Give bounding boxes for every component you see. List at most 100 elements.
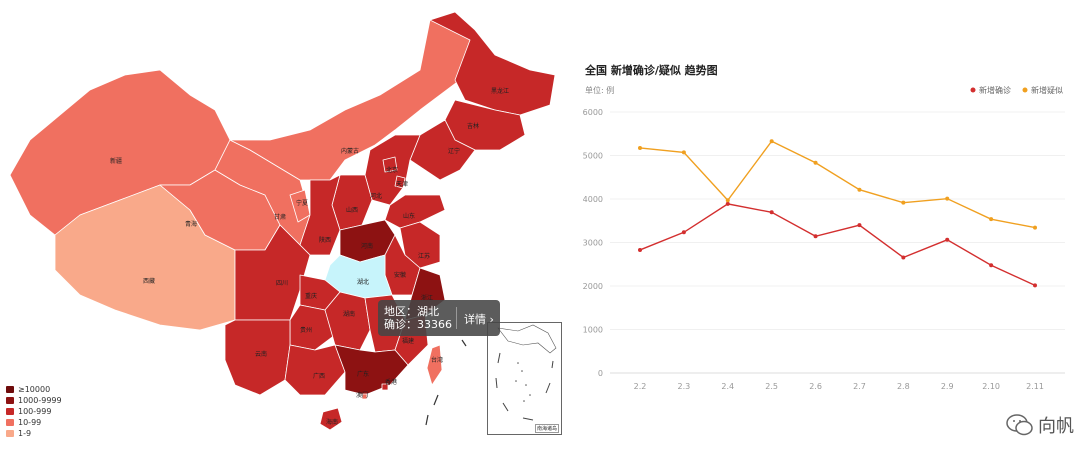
legend-item[interactable]: ≥10000 (6, 384, 62, 395)
series-point[interactable] (638, 145, 642, 150)
series-point[interactable] (725, 198, 730, 203)
y-tick-label: 3000 (583, 239, 603, 248)
label-guangdong: 广东 (357, 370, 369, 378)
series-point[interactable] (945, 237, 950, 242)
province-labels: 新疆 西藏 青海 甘肃 宁夏 内蒙古 黑龙江 吉林 辽宁 北京 天津 河北 山西… (110, 87, 509, 426)
series-point[interactable] (813, 160, 818, 165)
province-hainan[interactable] (319, 407, 343, 431)
watermark: 向帆 (1006, 412, 1074, 438)
y-tick-label: 6000 (583, 108, 603, 117)
label-qinghai: 青海 (185, 220, 197, 228)
label-taiwan: 台湾 (431, 356, 443, 364)
label-shanxi: 山西 (346, 206, 358, 214)
label-fujian: 福建 (402, 337, 414, 345)
tooltip-detail-link[interactable]: 详情 › (464, 313, 494, 326)
legend-item[interactable]: 1000-9999 (6, 395, 62, 406)
legend-item[interactable]: 100-999 (6, 406, 62, 417)
legend-swatch (6, 397, 14, 404)
series-line-1 (639, 203, 1036, 286)
series-point[interactable] (901, 200, 906, 205)
province-beijing[interactable] (382, 156, 398, 173)
label-guizhou: 贵州 (300, 326, 312, 334)
x-tick-label: 2.9 (941, 382, 954, 391)
series-point[interactable] (857, 187, 862, 192)
legend-swatch (6, 386, 14, 393)
series-point[interactable] (725, 201, 730, 206)
series-line-2 (639, 140, 1036, 229)
label-hebei: 河北 (370, 192, 382, 200)
legend-label: 100-999 (18, 407, 52, 416)
series-point[interactable] (1033, 283, 1037, 288)
x-tick-label: 2.10 (982, 382, 1000, 391)
inset-label: 南海诸岛 (534, 424, 559, 433)
y-tick-label: 4000 (583, 195, 603, 204)
label-jilin: 吉林 (467, 122, 479, 130)
label-heilongjiang: 黑龙江 (491, 87, 509, 95)
legend-item[interactable]: 1-9 (6, 428, 62, 439)
inset-map (495, 324, 557, 421)
series-point[interactable] (857, 223, 862, 228)
china-map: 新疆 西藏 青海 甘肃 宁夏 内蒙古 黑龙江 吉林 辽宁 北京 天津 河北 山西… (9, 11, 556, 431)
chart-legend-marker (970, 87, 976, 93)
series-point[interactable] (681, 230, 686, 235)
label-tianjin: 天津 (396, 181, 408, 188)
tooltip-region: 地区：湖北 (384, 305, 439, 318)
province-heilongjiang[interactable] (429, 11, 556, 116)
map-legend: ≥10000 1000-9999 100-999 10-99 1-9 (6, 384, 62, 439)
label-zhejiang: 浙江 (421, 294, 433, 302)
province-aomen[interactable] (361, 393, 368, 400)
province-shandong[interactable] (384, 194, 446, 229)
series-point[interactable] (989, 217, 994, 222)
legend-swatch (6, 408, 14, 415)
series-point[interactable] (769, 210, 774, 215)
chart-legend-marker (1022, 87, 1028, 93)
x-tick-label: 2.2 (634, 382, 647, 391)
label-aomen: 澳门 (356, 391, 368, 399)
y-tick-label: 5000 (583, 152, 603, 161)
label-hunan: 湖南 (343, 310, 355, 318)
province-taiwan[interactable] (426, 344, 443, 386)
label-liaoning: 辽宁 (448, 147, 460, 155)
label-yunnan: 云南 (255, 350, 267, 358)
series-point[interactable] (901, 255, 906, 260)
label-xizang: 西藏 (143, 277, 155, 285)
legend-item[interactable]: 10-99 (6, 417, 62, 428)
province-xianggang[interactable] (381, 383, 389, 391)
legend-label: 10-99 (18, 418, 42, 427)
south-china-sea-inset: 南海诸岛 (487, 322, 562, 435)
china-map-panel: 新疆 西藏 青海 甘肃 宁夏 内蒙古 黑龙江 吉林 辽宁 北京 天津 河北 山西… (6, 11, 562, 439)
chart-title: 全国 新增确诊/疑似 趋势图 (584, 63, 718, 77)
series-point[interactable] (945, 196, 950, 201)
series-point[interactable] (813, 234, 818, 239)
x-tick-label: 2.5 (765, 382, 778, 391)
label-neimenggu: 内蒙古 (341, 147, 359, 155)
x-tick-label: 2.7 (853, 382, 866, 391)
watermark-text: 向帆 (1038, 416, 1074, 437)
chart-legend-label[interactable]: 新增疑似 (1031, 85, 1063, 95)
province-liaoning[interactable] (409, 119, 476, 181)
province-guangxi[interactable] (284, 344, 346, 396)
tooltip-confirmed: 确诊：33366 (384, 318, 452, 331)
x-tick-label: 2.4 (721, 382, 734, 391)
series-point[interactable] (989, 263, 994, 268)
province-guangdong[interactable] (334, 344, 409, 396)
province-shaanxi[interactable] (299, 174, 341, 256)
series-point[interactable] (769, 139, 774, 144)
province-neimenggu[interactable] (229, 11, 471, 181)
chart-legend-label[interactable]: 新增确诊 (979, 85, 1011, 95)
y-tick-label: 2000 (583, 282, 603, 291)
label-hubei: 湖北 (357, 278, 369, 286)
series-point[interactable] (1033, 225, 1037, 230)
label-sichuan: 四川 (276, 280, 288, 287)
series-point[interactable] (681, 150, 686, 155)
legend-label: ≥10000 (18, 385, 51, 394)
label-shaanxi: 陕西 (319, 236, 331, 244)
nine-dash-line (425, 339, 467, 426)
series-point[interactable] (638, 247, 642, 252)
label-gansu: 甘肃 (274, 213, 286, 221)
y-tick-label: 1000 (583, 326, 603, 335)
label-anhui: 安徽 (394, 271, 406, 279)
province-tianjin[interactable] (394, 175, 406, 189)
label-jiangsu: 江苏 (418, 252, 430, 260)
